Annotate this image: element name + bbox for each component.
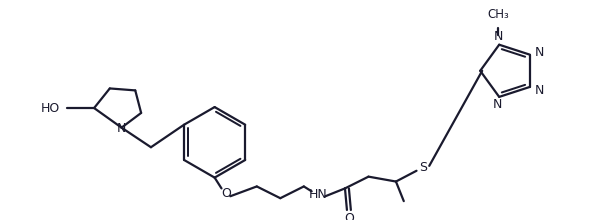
Text: N: N [493, 98, 502, 111]
Text: HO: HO [41, 102, 60, 115]
Text: N: N [535, 46, 545, 59]
Text: O: O [344, 212, 354, 220]
Text: N: N [493, 30, 503, 43]
Text: O: O [221, 187, 231, 200]
Text: HN: HN [309, 188, 328, 201]
Text: N: N [117, 122, 126, 135]
Text: N: N [535, 84, 545, 97]
Text: S: S [419, 161, 427, 174]
Text: CH₃: CH₃ [487, 8, 509, 21]
